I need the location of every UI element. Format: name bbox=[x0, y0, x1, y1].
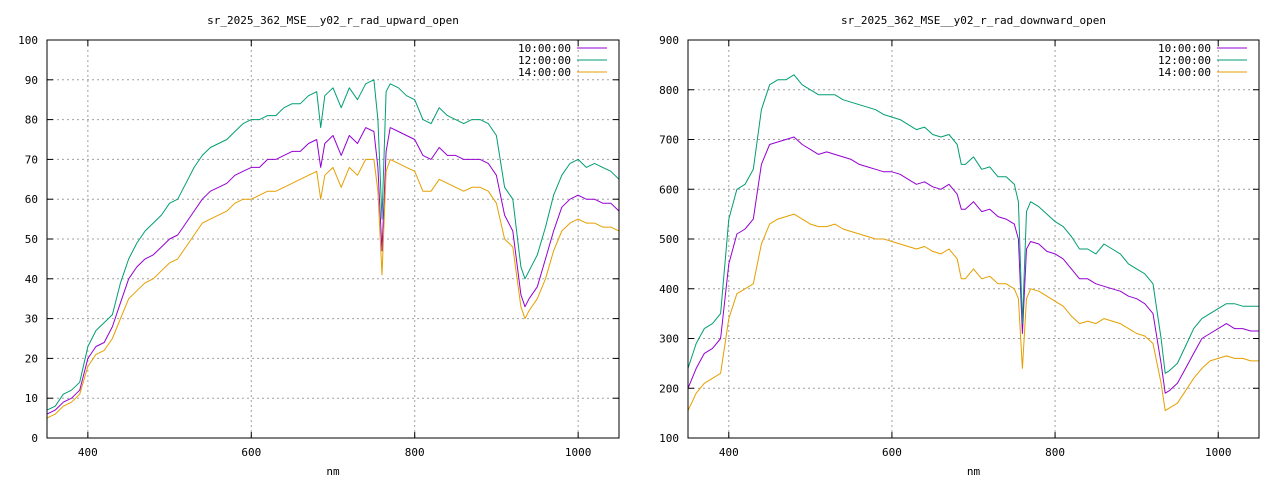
series-line-140000 bbox=[688, 213, 1259, 412]
series-line-140000 bbox=[47, 158, 619, 419]
y-tick-label: 10 bbox=[25, 392, 38, 405]
x-tick-label: 400 bbox=[719, 446, 739, 459]
y-tick-label: 700 bbox=[659, 134, 679, 147]
plot-frame bbox=[46, 39, 620, 439]
series-line-100000 bbox=[47, 127, 619, 415]
legend-label: 14:00:00 bbox=[1158, 66, 1211, 79]
y-tick-label: 50 bbox=[25, 233, 38, 246]
chart-title: sr_2025_362_MSE__y02_r_rad_downward_open bbox=[841, 14, 1106, 27]
series-line-120000 bbox=[688, 74, 1259, 374]
chart-title: sr_2025_362_MSE__y02_r_rad_upward_open bbox=[207, 14, 459, 27]
legend-label: 10:00:00 bbox=[1158, 42, 1211, 55]
x-tick-label: 800 bbox=[1045, 446, 1065, 459]
y-tick-label: 60 bbox=[25, 193, 38, 206]
y-tick-label: 20 bbox=[25, 352, 38, 365]
y-tick-label: 900 bbox=[659, 34, 679, 47]
y-tick-label: 100 bbox=[659, 432, 679, 445]
y-tick-label: 800 bbox=[659, 84, 679, 97]
x-tick-label: 1000 bbox=[1205, 446, 1232, 459]
x-axis-label: nm bbox=[326, 465, 340, 478]
chart-svg: sr_2025_362_MSE__y02_r_rad_upward_open 0 1… bbox=[18, 14, 620, 478]
x-tick-label: 400 bbox=[78, 446, 98, 459]
y-tick-label: 100 bbox=[18, 34, 38, 47]
y-tick-label: 500 bbox=[659, 233, 679, 246]
series-line-120000 bbox=[47, 79, 619, 411]
y-tick-label: 300 bbox=[659, 333, 679, 346]
y-tick-label: 90 bbox=[25, 74, 38, 87]
legend-label: 12:00:00 bbox=[1158, 54, 1211, 67]
y-tick-label: 0 bbox=[31, 432, 38, 445]
plot-frame bbox=[687, 39, 1260, 439]
y-tick-label: 400 bbox=[659, 283, 679, 296]
x-tick-label: 600 bbox=[241, 446, 261, 459]
legend-label: 10:00:00 bbox=[518, 42, 571, 55]
x-axis-label: nm bbox=[967, 465, 981, 478]
legend-label: 14:00:00 bbox=[518, 66, 571, 79]
chart-svg: sr_2025_362_MSE__y02_r_rad_downward_open… bbox=[659, 14, 1260, 478]
y-tick-label: 70 bbox=[25, 153, 38, 166]
x-tick-label: 1000 bbox=[565, 446, 592, 459]
upward-radiance-chart: sr_2025_362_MSE__y02_r_rad_upward_open 0 1… bbox=[0, 0, 640, 480]
x-tick-label: 600 bbox=[882, 446, 902, 459]
y-tick-label: 200 bbox=[659, 382, 679, 395]
y-tick-label: 30 bbox=[25, 313, 38, 326]
legend-label: 12:00:00 bbox=[518, 54, 571, 67]
series-line-100000 bbox=[688, 136, 1259, 394]
downward-radiance-chart: sr_2025_362_MSE__y02_r_rad_downward_open… bbox=[640, 0, 1280, 480]
x-tick-label: 800 bbox=[405, 446, 425, 459]
y-tick-label: 600 bbox=[659, 183, 679, 196]
y-tick-label: 40 bbox=[25, 273, 38, 286]
y-tick-label: 80 bbox=[25, 114, 38, 127]
